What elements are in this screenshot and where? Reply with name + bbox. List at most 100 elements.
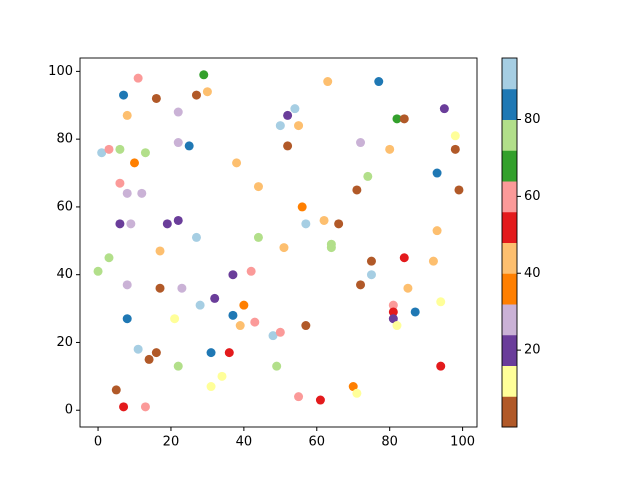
point bbox=[253, 182, 263, 192]
point bbox=[111, 385, 121, 395]
point bbox=[436, 361, 446, 371]
point bbox=[173, 138, 183, 148]
point bbox=[388, 314, 398, 324]
point bbox=[206, 382, 216, 392]
x-tick-label: 60 bbox=[309, 435, 326, 450]
point bbox=[436, 297, 446, 307]
point bbox=[151, 348, 161, 358]
point bbox=[133, 73, 143, 83]
y-tick-label: 100 bbox=[48, 64, 73, 79]
y-tick-label: 20 bbox=[56, 335, 73, 350]
point bbox=[275, 121, 285, 131]
point bbox=[283, 110, 293, 120]
point bbox=[450, 144, 460, 154]
point bbox=[352, 185, 362, 195]
point bbox=[432, 168, 442, 178]
point bbox=[140, 402, 150, 412]
colorbar-band bbox=[502, 211, 517, 243]
axes-frame bbox=[79, 57, 478, 428]
point bbox=[217, 371, 227, 381]
point bbox=[399, 253, 409, 263]
point bbox=[366, 270, 376, 280]
colorbar-band bbox=[502, 396, 517, 428]
point bbox=[366, 256, 376, 266]
point bbox=[170, 314, 180, 324]
x-tick-label: 0 bbox=[94, 435, 102, 450]
point bbox=[392, 321, 402, 331]
point bbox=[439, 104, 449, 114]
point bbox=[279, 243, 289, 253]
colorbar-band bbox=[502, 365, 517, 397]
point bbox=[334, 219, 344, 229]
point bbox=[122, 314, 132, 324]
point bbox=[432, 226, 442, 236]
point bbox=[246, 266, 256, 276]
colorbar-band bbox=[502, 242, 517, 274]
colorbar-band bbox=[502, 273, 517, 305]
point bbox=[275, 327, 285, 337]
point bbox=[173, 215, 183, 225]
point bbox=[151, 93, 161, 103]
point bbox=[399, 114, 409, 124]
point bbox=[228, 310, 238, 320]
point bbox=[137, 188, 147, 198]
colorbar-band bbox=[502, 304, 517, 336]
point bbox=[191, 232, 201, 242]
point bbox=[356, 280, 366, 290]
point bbox=[173, 361, 183, 371]
point bbox=[348, 382, 358, 392]
colorbar-band bbox=[502, 58, 517, 90]
point bbox=[272, 361, 282, 371]
colorbar-band bbox=[502, 181, 517, 213]
point bbox=[177, 283, 187, 293]
point bbox=[388, 307, 398, 317]
point bbox=[428, 256, 438, 266]
y-tick-label: 80 bbox=[56, 132, 73, 147]
point bbox=[450, 131, 460, 141]
point bbox=[104, 144, 114, 154]
point bbox=[385, 144, 395, 154]
point bbox=[130, 158, 140, 168]
point bbox=[115, 178, 125, 188]
point bbox=[392, 114, 402, 124]
point bbox=[294, 121, 304, 131]
y-tick-label: 60 bbox=[56, 199, 73, 214]
point bbox=[294, 392, 304, 402]
point bbox=[403, 283, 413, 293]
point bbox=[155, 283, 165, 293]
point bbox=[144, 354, 154, 364]
colorbar-tick-label: 20 bbox=[524, 343, 541, 358]
point bbox=[199, 70, 209, 80]
colorbar-band bbox=[502, 88, 517, 120]
point bbox=[326, 243, 336, 253]
point bbox=[206, 348, 216, 358]
point bbox=[363, 171, 373, 181]
colorbar-tick-label: 60 bbox=[524, 189, 541, 204]
point bbox=[253, 232, 263, 242]
point bbox=[162, 219, 172, 229]
x-tick-label: 80 bbox=[381, 435, 398, 450]
point bbox=[115, 219, 125, 229]
point bbox=[119, 402, 129, 412]
point bbox=[140, 148, 150, 158]
point bbox=[454, 185, 464, 195]
point bbox=[133, 344, 143, 354]
point bbox=[184, 141, 194, 151]
point bbox=[235, 321, 245, 331]
point bbox=[119, 90, 129, 100]
point bbox=[250, 317, 260, 327]
point bbox=[115, 144, 125, 154]
point bbox=[228, 270, 238, 280]
point bbox=[374, 77, 384, 87]
colorbar-band bbox=[502, 334, 517, 366]
x-tick-label: 40 bbox=[236, 435, 253, 450]
point bbox=[301, 219, 311, 229]
y-tick-label: 40 bbox=[56, 267, 73, 282]
point bbox=[268, 331, 278, 341]
point bbox=[352, 388, 362, 398]
point bbox=[104, 253, 114, 263]
point bbox=[122, 110, 132, 120]
point bbox=[210, 293, 220, 303]
point bbox=[232, 158, 242, 168]
